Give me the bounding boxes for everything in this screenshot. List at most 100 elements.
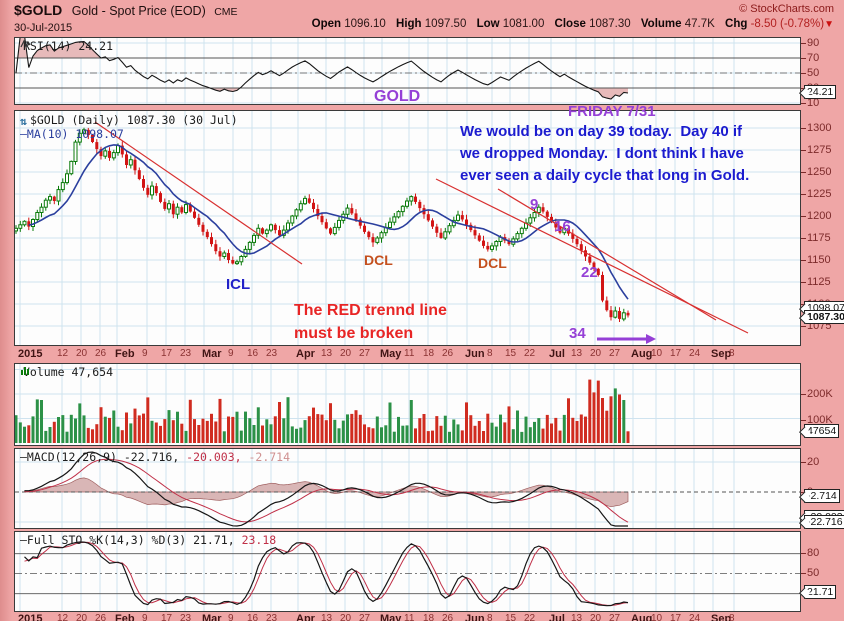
date-axis-label: 9 [228, 613, 234, 621]
volume-value: 47.7K [684, 18, 715, 30]
candlestick-icon: ⇅ [20, 114, 27, 128]
date-axis-label: 20 [340, 348, 352, 359]
date-axis-label: Jul [549, 348, 565, 360]
annotation-day-count-34: 34 [569, 325, 586, 342]
macd-chart-svg [15, 449, 800, 528]
date-axis-label: 27 [609, 613, 621, 621]
date-axis-label: 9 [228, 348, 234, 359]
axis-value-badge: 24.21 [804, 85, 837, 99]
rsi-panel: RSI(14) 24.21 [14, 37, 801, 105]
date-axis-label: 27 [359, 613, 371, 621]
axis-tick-label-volume: 200K [801, 388, 833, 400]
date-axis-label: Mar [202, 348, 222, 360]
close-value: 1087.30 [589, 18, 631, 30]
close-label: Close [554, 18, 586, 30]
date-axis-label: 27 [609, 348, 621, 359]
date-axis-label: Jun [465, 613, 485, 621]
date-axis-label: 26 [442, 613, 454, 621]
date-axis-label: 10 [651, 348, 663, 359]
date-axis-label: Feb [115, 613, 135, 621]
axis-tick-label-rsi: 70 [800, 52, 820, 64]
date-axis-label: Sep [711, 348, 732, 360]
date-axis-label: 16 [247, 613, 259, 621]
chg-label: Chg [725, 18, 748, 30]
date-axis-label: 20 [590, 613, 602, 621]
volume-chart-svg [15, 364, 800, 445]
chart-date: 30-Jul-2015 [14, 22, 73, 34]
annotation-dcl-2: DCL [478, 255, 507, 271]
date-axis-label: Aug [631, 613, 653, 621]
rsi-indicator-label: RSI(14) 24.21 [20, 39, 114, 53]
annotation-friday-731: FRIDAY 7/31 [568, 103, 656, 120]
sto-indicator-label: —Full STO %K(14,3) %D(3) 21.71, 23.18 [20, 533, 277, 547]
date-axis-label: 20 [590, 348, 602, 359]
date-axis-label: 13 [321, 613, 333, 621]
date-axis-label: Apr [296, 613, 315, 621]
axis-value-badge: -2.714 [804, 489, 840, 503]
date-axis-label: 8 [487, 613, 493, 621]
axis-tick-label-sto: 80 [800, 547, 820, 559]
axis-tick-label-price: 1150 [801, 254, 831, 266]
price-chart-svg [15, 111, 800, 345]
date-axis-label: 13 [571, 613, 583, 621]
date-axis-label: 23 [266, 613, 278, 621]
copyright-label: © StockCharts.com [739, 3, 834, 15]
annotation-cycle-note-2: we dropped Monday. I dont think I have [460, 145, 744, 162]
date-axis-label: 23 [266, 348, 278, 359]
date-axis-label: 15 [505, 613, 517, 621]
date-axis-label: Sep [711, 613, 732, 621]
date-axis-label: 17 [161, 613, 173, 621]
annotation-gold-title: GOLD [374, 88, 421, 105]
date-axis-label: 20 [340, 613, 352, 621]
date-axis-label: 26 [95, 613, 107, 621]
date-axis-label: 9 [142, 613, 148, 621]
date-axis-label: 18 [423, 348, 435, 359]
date-axis-label: 17 [670, 613, 682, 621]
annotation-cycle-note-3: ever seen a daily cycle that long in Gol… [460, 167, 750, 184]
date-axis-label: 8 [487, 348, 493, 359]
macd-signal-value: -20.003, [179, 450, 242, 464]
annotation-day-count-16: 16 [554, 218, 571, 235]
date-axis-label: 22 [524, 613, 536, 621]
open-label: Open [311, 18, 342, 30]
axis-tick-label-sto: 50 [800, 567, 820, 579]
date-axis-label: 23 [180, 613, 192, 621]
date-axis-label: 12 [57, 613, 69, 621]
axis-value-badge: 21.71 [804, 585, 837, 599]
date-axis-label: 20 [76, 613, 88, 621]
high-label: High [396, 18, 422, 30]
stochastics-panel: —Full STO %K(14,3) %D(3) 21.71, 23.18 [14, 531, 801, 612]
stochastics-chart-svg [15, 532, 800, 611]
low-value: 1081.00 [502, 18, 545, 30]
exchange-label: CME [214, 6, 238, 18]
macd-indicator-label: —MACD(12,26,9) -22.716, -20.003, -2.714 [20, 450, 291, 464]
date-axis-label: Jul [549, 613, 565, 621]
chg-value: -8.50 (-0.78%) [750, 18, 825, 30]
date-axis-label: 17 [670, 348, 682, 359]
date-axis-label: 20 [76, 348, 88, 359]
date-axis-label: 16 [247, 348, 259, 359]
date-axis-label: 13 [321, 348, 333, 359]
date-axis-label: Aug [631, 348, 653, 360]
date-axis-label: 8 [729, 348, 735, 359]
axis-tick-label-macd: 20 [800, 456, 820, 468]
price-title-label: ⇅ $GOLD (Daily) 1087.30 (30 Jul) [20, 113, 238, 128]
ohlc-quote-strip: Open 1096.10 High 1097.50 Low 1081.00 Cl… [305, 18, 834, 30]
date-axis-label: 22 [524, 348, 536, 359]
volume-label: Volume [640, 18, 682, 30]
date-axis-label: May [380, 613, 402, 621]
date-axis-label: 23 [180, 348, 192, 359]
axis-tick-label-price: 1250 [800, 166, 832, 178]
low-label: Low [476, 18, 500, 30]
date-axis-label: 17 [161, 348, 173, 359]
date-axis-label: 13 [571, 348, 583, 359]
high-value: 1097.50 [424, 18, 467, 30]
ma-overlay-label: —MA(10) 1098.07 [20, 127, 124, 141]
date-axis-label: 10 [651, 613, 663, 621]
date-axis-label: May [380, 348, 402, 360]
date-axis-label: 11 [404, 348, 415, 359]
annotation-red-trendline-1: The RED trennd line [294, 302, 447, 319]
date-axis-label: Jun [465, 348, 485, 360]
date-axis-label: 27 [359, 348, 371, 359]
